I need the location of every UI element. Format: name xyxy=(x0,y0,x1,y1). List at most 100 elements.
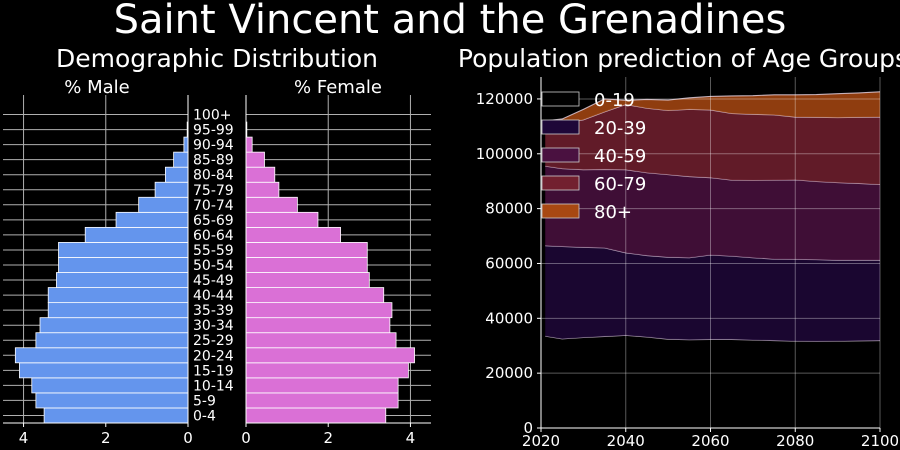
age-group-area-chart: Population prediction of Age Groups 2020… xyxy=(458,44,900,450)
area-axes: 2020 2040 2060 2080 2100 0 20000 40000 60000 8000… xyxy=(476,77,899,450)
area-title: Population prediction of Age Groups xyxy=(458,44,900,73)
female-bar xyxy=(245,272,370,288)
x-tick-label: 4 xyxy=(19,429,29,447)
male-bar xyxy=(47,287,189,304)
area-20-39 xyxy=(545,245,880,342)
male-bar xyxy=(39,317,189,334)
legend-label: 40-59 xyxy=(594,146,646,167)
male-bar xyxy=(183,136,189,153)
x-tick-label: 2 xyxy=(323,429,333,447)
male-bar xyxy=(56,272,189,288)
legend-label: 0-19 xyxy=(594,90,635,111)
legend-label: 20-39 xyxy=(594,118,646,139)
female-bar xyxy=(245,407,387,424)
male-bar xyxy=(47,302,189,319)
male-bars xyxy=(14,121,189,424)
male-bar xyxy=(154,181,189,198)
male-bar xyxy=(31,377,189,394)
male-bar xyxy=(173,151,189,168)
x-tick-label: 2040 xyxy=(607,432,645,450)
area-60-79 xyxy=(545,104,880,185)
age-label: 90-94 xyxy=(193,138,234,154)
age-label: 75-79 xyxy=(193,183,234,199)
age-label: 0-4 xyxy=(193,408,216,424)
y-tick-label: 0 xyxy=(523,419,533,437)
area-legend: 0-19 20-39 40-59 60-79 80+ xyxy=(541,90,646,223)
male-bar xyxy=(138,196,189,213)
male-bar xyxy=(164,166,189,183)
x-tick-label: 2060 xyxy=(691,432,729,450)
age-label: 65-69 xyxy=(193,213,234,229)
legend-swatch xyxy=(541,203,580,219)
male-bar xyxy=(58,242,189,258)
male-bar xyxy=(43,407,189,424)
female-bar xyxy=(245,196,298,213)
male-bar xyxy=(35,392,189,409)
area-edge-80+ xyxy=(545,91,881,122)
legend-swatch xyxy=(541,91,580,107)
male-axis-label: % Male xyxy=(64,77,129,98)
female-bar xyxy=(245,211,319,228)
y-tick-label: 60000 xyxy=(485,254,533,272)
age-label: 70-74 xyxy=(193,198,234,214)
female-bar xyxy=(245,226,341,243)
x-tick-label: 2 xyxy=(101,429,111,447)
x-tick-label: 0 xyxy=(241,429,251,447)
male-bar xyxy=(115,211,189,228)
female-axis-label: % Female xyxy=(294,77,382,98)
area-80+ xyxy=(545,91,880,124)
x-tick-label: 0 xyxy=(183,429,193,447)
age-label: 55-59 xyxy=(193,243,234,259)
legend-label: 60-79 xyxy=(594,174,646,195)
female-bar xyxy=(245,347,415,364)
y-tick-label: 80000 xyxy=(485,200,533,218)
x-tick-label: 2100 xyxy=(861,432,899,450)
y-tick-label: 100000 xyxy=(476,145,533,163)
x-tick-label: 2020 xyxy=(522,432,560,450)
age-label: 30-34 xyxy=(193,318,234,334)
legend-swatch xyxy=(541,119,580,135)
x-tick-label: 2080 xyxy=(776,432,814,450)
female-bar xyxy=(245,317,391,334)
female-bar xyxy=(245,362,409,379)
age-label: 80-84 xyxy=(193,168,234,184)
legend-swatch xyxy=(541,147,580,163)
female-bar xyxy=(245,242,368,258)
age-label: 35-39 xyxy=(193,303,234,319)
female-bar xyxy=(245,257,368,273)
population-pyramid: Demographic Distribution % Male % Female… xyxy=(3,44,431,447)
age-labels: 0-45-910-1415-1920-2425-2930-3435-3940-4… xyxy=(193,108,234,425)
male-bar xyxy=(19,362,189,379)
figure-title: Saint Vincent and the Grenadines xyxy=(114,0,787,43)
female-bar xyxy=(245,166,276,183)
male-bar xyxy=(35,332,189,349)
female-bar xyxy=(245,332,397,349)
pyramid-axes: 4 2 0 0 2 4 xyxy=(3,95,431,447)
legend-label: 80+ xyxy=(594,202,632,223)
female-bar xyxy=(245,151,265,168)
age-label: 95-99 xyxy=(193,123,234,139)
age-label: 60-64 xyxy=(193,228,234,244)
area-series xyxy=(545,91,881,428)
area-0-19 xyxy=(545,335,880,428)
male-bar xyxy=(14,347,189,364)
male-bar xyxy=(58,257,189,273)
age-label: 50-54 xyxy=(193,258,234,274)
x-tick-label: 4 xyxy=(406,429,416,447)
pyramid-title: Demographic Distribution xyxy=(56,44,378,73)
area-40-59 xyxy=(545,166,880,261)
age-label: 5-9 xyxy=(193,393,216,409)
age-label: 85-89 xyxy=(193,153,234,169)
female-bar xyxy=(245,181,280,198)
age-label: 45-49 xyxy=(193,273,234,289)
age-label: 40-44 xyxy=(193,288,234,304)
male-bar xyxy=(84,226,189,243)
y-tick-label: 40000 xyxy=(485,309,533,327)
female-bar xyxy=(245,287,385,304)
female-bar xyxy=(245,377,399,394)
y-tick-label: 20000 xyxy=(485,364,533,382)
legend-swatch xyxy=(541,175,580,191)
female-bar xyxy=(245,136,253,153)
y-tick-label: 120000 xyxy=(476,90,533,108)
